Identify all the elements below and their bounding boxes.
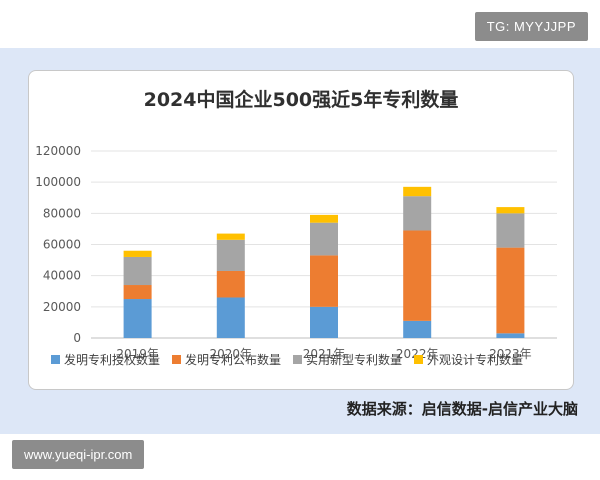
bar-segment [403, 320, 432, 338]
bar-segment [123, 299, 152, 338]
y-tick-label: 60000 [43, 238, 81, 252]
data-source: 数据来源：启信数据-启信产业大脑 [346, 400, 578, 418]
y-tick-label: 40000 [43, 269, 81, 283]
x-tick-label: 2020年 [210, 347, 253, 361]
bar-segment [496, 333, 525, 338]
legend-item-utility-model: 实用新型专利数量 [293, 351, 402, 368]
legend-swatch [414, 355, 424, 364]
legend-item-invention-grant: 发明专利授权数量 [51, 351, 160, 368]
legend-label: 实用新型专利数量 [306, 353, 403, 367]
chart-legend: 发明专利授权数量 发明专利公布数量 实用新型专利数量 外观设计专利数量 [51, 351, 571, 368]
x-tick-label: 2022年 [396, 347, 439, 361]
legend-swatch [172, 355, 182, 364]
x-tick-label: 2019年 [116, 347, 159, 361]
watermark-bottom: www.yueqi-ipr.com [12, 440, 145, 469]
y-tick-label: 0 [73, 331, 81, 345]
y-tick-label: 100000 [35, 175, 81, 189]
x-tick-label: 2023年 [489, 347, 532, 361]
bar-segment [310, 306, 338, 338]
bar-segment [216, 233, 245, 240]
bar-segment [216, 239, 245, 271]
bar-segment [216, 297, 245, 338]
bar-segment [123, 256, 152, 286]
bar-segment [403, 186, 432, 197]
chart-title: 2024中国企业500强近5年专利数量 [143, 89, 459, 111]
bar-segment [310, 214, 338, 223]
legend-swatch [51, 355, 60, 364]
bar-segment [216, 270, 245, 298]
legend-label: 外观设计专利数量 [427, 353, 524, 367]
bar-segment [496, 207, 525, 214]
legend-label: 发明专利公布数量 [185, 353, 282, 367]
bar-segment [496, 247, 525, 334]
bar-segment [496, 213, 525, 248]
legend-item-invention-publish: 发明专利公布数量 [172, 351, 281, 368]
legend-item-design: 外观设计专利数量 [414, 351, 523, 368]
legend-swatch [293, 355, 303, 364]
legend-label: 发明专利授权数量 [64, 353, 161, 367]
bar-segment [403, 230, 432, 321]
watermark-top: TG: MYYJJPP [474, 12, 588, 41]
bar-segment [403, 196, 432, 231]
stacked-bar-chart: 0 20000 40000 60000 80000 100000 120000 2019年 20… [35, 144, 557, 361]
x-tick-label: 2021年 [303, 347, 346, 361]
chart-panel: 2024中国企业500强近5年专利数量 0 20000 40000 60000 8000… [0, 48, 600, 434]
bar-segment [123, 250, 152, 257]
chart-card: 2024中国企业500强近5年专利数量 0 20000 40000 60000 8000… [28, 70, 574, 390]
bar-segment [123, 285, 152, 300]
y-tick-label: 80000 [43, 206, 81, 220]
bar-segment [310, 255, 338, 307]
bar-segment [310, 222, 338, 256]
y-tick-label: 120000 [35, 144, 81, 158]
y-tick-label: 20000 [43, 300, 81, 314]
